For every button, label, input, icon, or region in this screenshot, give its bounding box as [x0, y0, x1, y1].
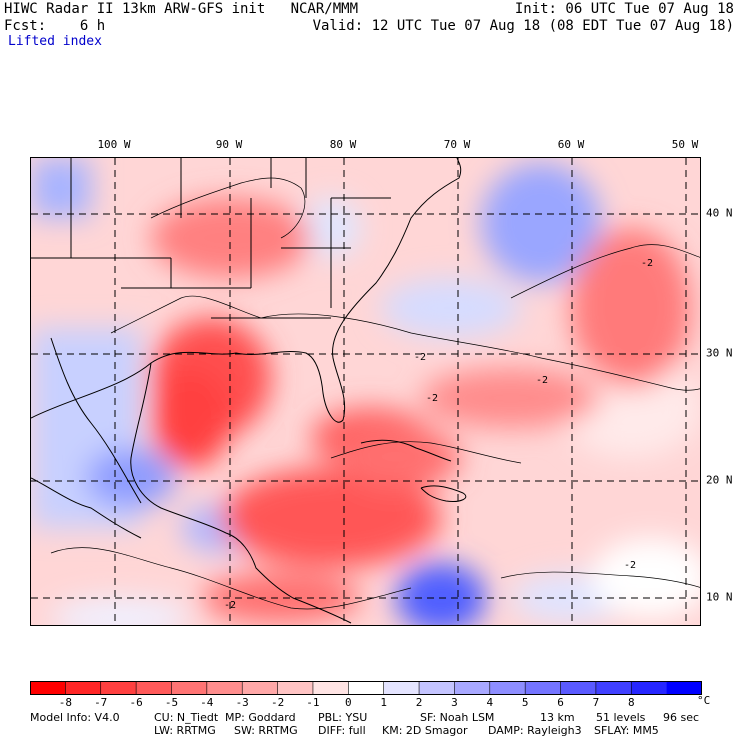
field-name: Lifted index: [8, 34, 102, 49]
colorbar-tick-label: 8: [627, 696, 635, 709]
pbl-scheme: PBL: YSU: [318, 711, 368, 724]
colorbar-swatch: [277, 681, 314, 695]
colorbar-tick-label: -6: [129, 696, 143, 709]
cumulus-scheme: CU: N_Tiedt: [154, 711, 219, 724]
contour-label: -2: [414, 352, 426, 363]
colorbar-svg: [30, 681, 703, 695]
colorbar-swatch: [206, 681, 243, 695]
colorbar-swatch: [560, 681, 597, 695]
colorbar-swatch: [489, 681, 526, 695]
colorbar-tick-label: -7: [94, 696, 108, 709]
colorbar-swatch: [525, 681, 562, 695]
lon-label-80w: 80 W: [329, 138, 357, 151]
colorbar-swatch: [348, 681, 385, 695]
lat-label-40n: 40 N: [706, 206, 733, 220]
colorbar-swatch: [136, 681, 172, 695]
colorbar-swatch: [631, 681, 668, 695]
header-forecast-hour: Fcst: 6 h: [4, 18, 106, 34]
colorbar-tick-label: -1: [306, 696, 320, 709]
contour-label: -2: [224, 600, 236, 611]
colorbar-swatch: [595, 681, 632, 695]
contour-label: -2: [426, 393, 438, 404]
lat-label-30n: 30 N: [706, 346, 733, 360]
colorbar-tick-label: 7: [592, 696, 600, 709]
colorbar-swatch: [100, 681, 137, 695]
shading-layer: [31, 158, 700, 625]
contour-label-group: -2 -2 -2 -2 -2 -2: [224, 258, 653, 611]
colorbar-swatch: [454, 681, 491, 695]
lat-label-20n: 20 N: [706, 473, 733, 487]
colorbar-swatch: [242, 681, 279, 695]
lat-label-10n: 10 N: [706, 590, 733, 604]
colorbar-swatch: [171, 681, 208, 695]
colorbar-tick-label: 3: [451, 696, 458, 709]
colorbar-tick-label: 1: [380, 696, 387, 709]
time-step: 96 sec: [663, 711, 700, 724]
colorbar-tick-label: -3: [235, 696, 249, 709]
microphysics-scheme: MP: Goddard: [225, 711, 296, 724]
colorbar-border: [30, 681, 702, 695]
lifted-index-map: -2 -2 -2 -2 -2 -2: [30, 157, 701, 626]
diffusion-option: DIFF: full: [318, 724, 366, 737]
vertical-levels: 51 levels: [596, 711, 646, 724]
lon-label-70w: 70 W: [443, 138, 471, 151]
damping-option: DAMP: Rayleigh3: [488, 724, 582, 737]
lon-label-90w: 90 W: [215, 138, 243, 151]
shortwave-scheme: SW: RRTMG: [234, 724, 298, 737]
map-svg: -2 -2 -2 -2 -2 -2: [31, 158, 700, 625]
lon-label-50w: 50 W: [671, 138, 699, 151]
colorbar-tick-label: 0: [344, 696, 352, 709]
colorbar-swatch: [30, 681, 66, 695]
colorbar-swatch: [383, 681, 420, 695]
header-valid-time: Valid: 12 UTC Tue 07 Aug 18 (08 EDT Tue …: [312, 18, 734, 34]
colorbar-tick-label: 2: [415, 696, 423, 709]
contour-label: -2: [641, 258, 653, 269]
header-init-time: Init: 06 UTC Tue 07 Aug 18: [514, 1, 734, 17]
contour-label: -2: [624, 560, 636, 571]
resolution: 13 km: [540, 711, 575, 724]
coastlines: [31, 158, 467, 624]
colorbar-swatch: [419, 681, 455, 695]
contour-lines: [50, 177, 700, 610]
colorbar-tick-label: -2: [270, 696, 285, 709]
longwave-scheme: LW: RRTMG: [154, 724, 216, 737]
surface-scheme: SF: Noah LSM: [420, 711, 495, 724]
model-info: Model Info: V4.0: [30, 711, 120, 724]
lat-lon-grid: [31, 158, 700, 625]
colorbar-swatch: [666, 681, 703, 695]
colorbar-swatch: [65, 681, 102, 695]
colorbar-tick-label: 5: [521, 696, 529, 709]
lon-label-60w: 60 W: [557, 138, 585, 151]
colorbar-tick-label: 6: [557, 696, 564, 709]
lon-label-100w: 100 W: [97, 138, 131, 151]
surface-layer-option: SFLAY: MM5: [594, 724, 659, 737]
colorbar-tick-label: -5: [164, 696, 179, 709]
colorbar-unit: °C: [697, 694, 711, 707]
header-title: HIWC Radar II 13km ARW-GFS init NCAR/MMM: [4, 1, 359, 17]
colorbar-swatch: [312, 681, 349, 695]
km-option: KM: 2D Smagor: [382, 724, 468, 737]
colorbar-tick-label: -8: [58, 696, 73, 709]
colorbar-tick-label: -4: [200, 696, 214, 709]
colorbar: [30, 680, 703, 695]
colorbar-tick-label: 4: [486, 696, 494, 709]
contour-label: -2: [536, 375, 548, 386]
